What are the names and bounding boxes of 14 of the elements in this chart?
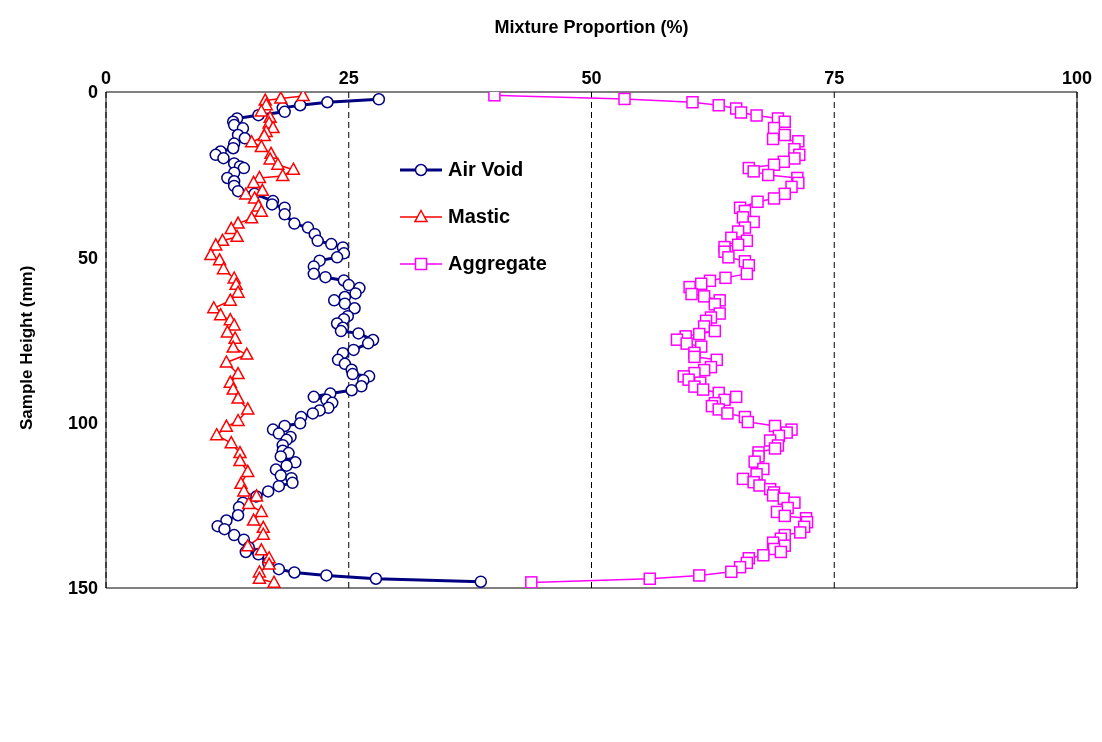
x-tick-label: 0 [100, 68, 112, 88]
y-tick-label: 0 [87, 82, 98, 103]
x-tick-label: 75 [824, 68, 845, 88]
y-axis-title: Sample Height (mm) [17, 265, 37, 430]
x-tick-label: 50 [581, 68, 602, 88]
legend-label: Aggregate [448, 252, 547, 275]
x-axis-title: Mixture Proportion (%) [494, 16, 689, 37]
x-tick-label: 100 [1061, 68, 1093, 88]
y-tick-label: 150 [67, 578, 98, 599]
legend-label: Air Void [448, 158, 524, 181]
x-tick-label: 25 [338, 68, 359, 88]
y-tick-label: 50 [77, 247, 98, 268]
legend-label: Mastic [448, 205, 511, 228]
y-tick-label: 100 [67, 413, 98, 434]
